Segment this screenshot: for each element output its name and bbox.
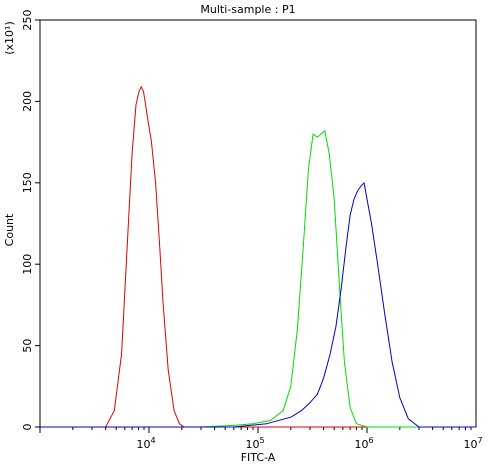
x-tick-label: 105: [245, 436, 264, 451]
series-line-2: [40, 130, 476, 428]
y-tick-label: 100: [21, 254, 34, 275]
y-multiplier-label: (x10¹): [3, 21, 16, 55]
series-line-3: [40, 182, 476, 428]
y-axis-label: Count: [3, 213, 16, 246]
x-axis-ticks: 104 105 106 107: [39, 427, 483, 451]
x-tick-label: 107: [463, 436, 482, 451]
chart-title: Multi-sample : P1: [200, 3, 295, 16]
series-line-1: [105, 86, 476, 428]
x-axis-label: FITC-A: [241, 451, 276, 464]
x-tick-label: 104: [136, 436, 155, 451]
plot-frame: [39, 19, 477, 428]
y-tick-label: 250: [21, 10, 34, 31]
y-tick-label: 50: [21, 339, 34, 353]
y-axis-ticks: 0 50 100 150 200 250: [21, 10, 40, 431]
histogram-series: [40, 86, 476, 428]
y-tick-label: 200: [21, 91, 34, 112]
y-tick-label: 0: [21, 424, 34, 431]
x-tick-label: 106: [354, 436, 373, 451]
y-tick-label: 150: [21, 172, 34, 193]
